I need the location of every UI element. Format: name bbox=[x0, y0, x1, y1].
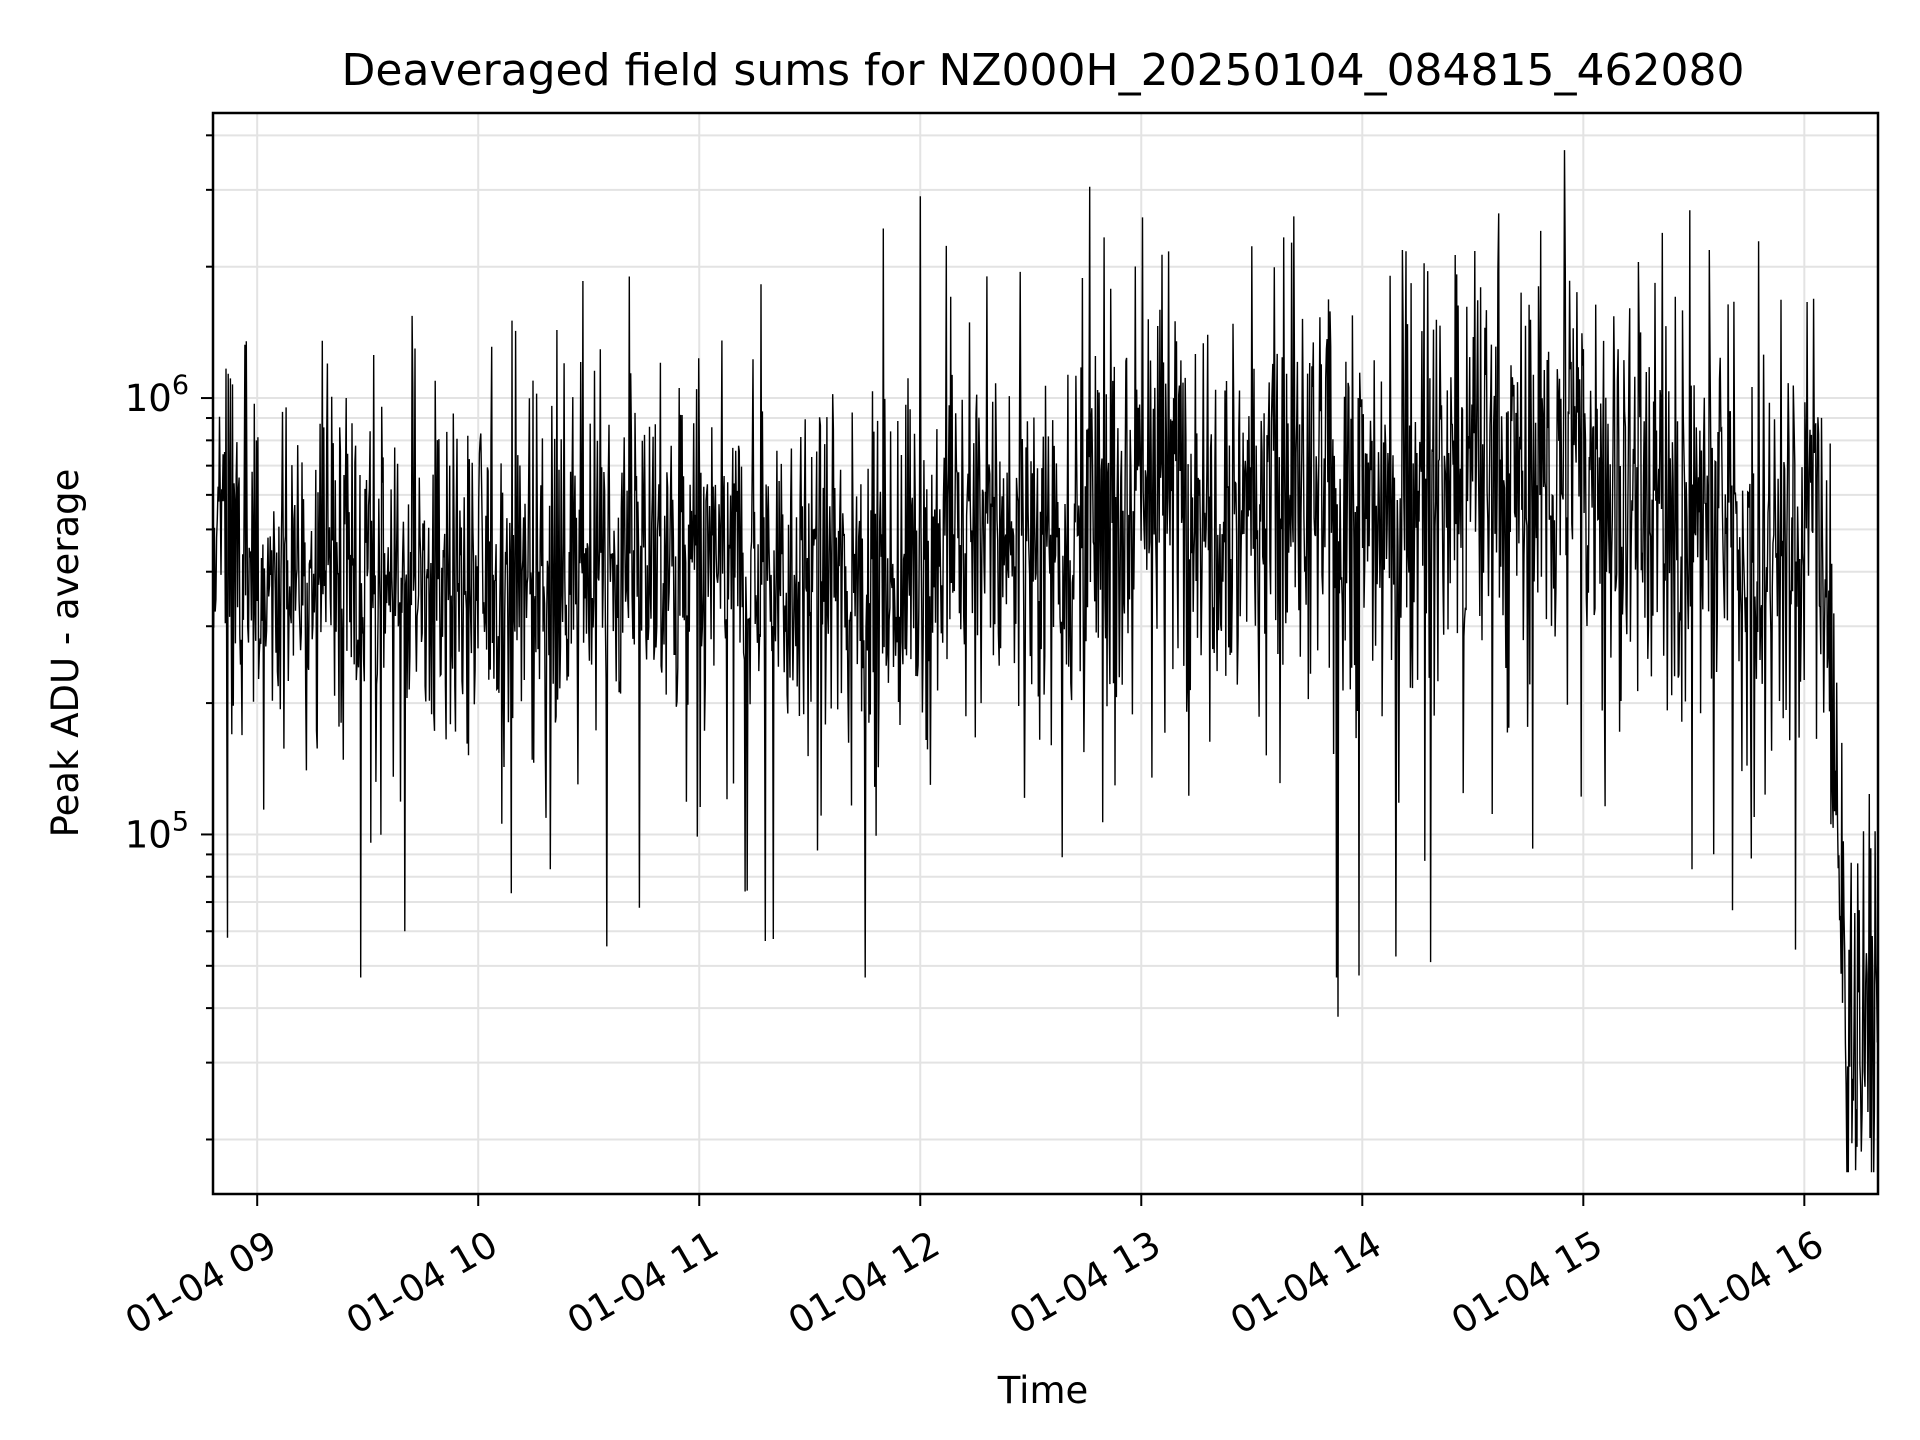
y-tick-label: 105 bbox=[125, 806, 189, 856]
y-axis-label: Peak ADU - average bbox=[44, 469, 87, 838]
chart-title: Deaveraged field sums for NZ000H_2025010… bbox=[342, 45, 1745, 96]
x-axis-label: Time bbox=[997, 1369, 1089, 1412]
plot-frame bbox=[211, 111, 1880, 1196]
y-tick-label: 106 bbox=[125, 370, 189, 420]
x-tick-label: 01-04 16 bbox=[1665, 1223, 1831, 1343]
series-line bbox=[212, 150, 1879, 1173]
x-tick-label: 01-04 14 bbox=[1223, 1223, 1389, 1343]
x-tick-label: 01-04 15 bbox=[1444, 1223, 1610, 1343]
x-tick-label: 01-04 11 bbox=[560, 1223, 726, 1343]
x-tick-label: 01-04 12 bbox=[781, 1223, 947, 1343]
y-axis: 105 106 bbox=[125, 134, 213, 1141]
series-layer bbox=[212, 150, 1879, 1173]
x-axis: 01-04 09 01-04 10 01-04 11 01-04 12 01-04 13… bbox=[118, 1194, 1831, 1343]
x-tick-label: 01-04 13 bbox=[1002, 1223, 1168, 1343]
x-tick-label: 01-04 09 bbox=[118, 1223, 284, 1343]
x-tick-label: 01-04 10 bbox=[339, 1223, 505, 1343]
